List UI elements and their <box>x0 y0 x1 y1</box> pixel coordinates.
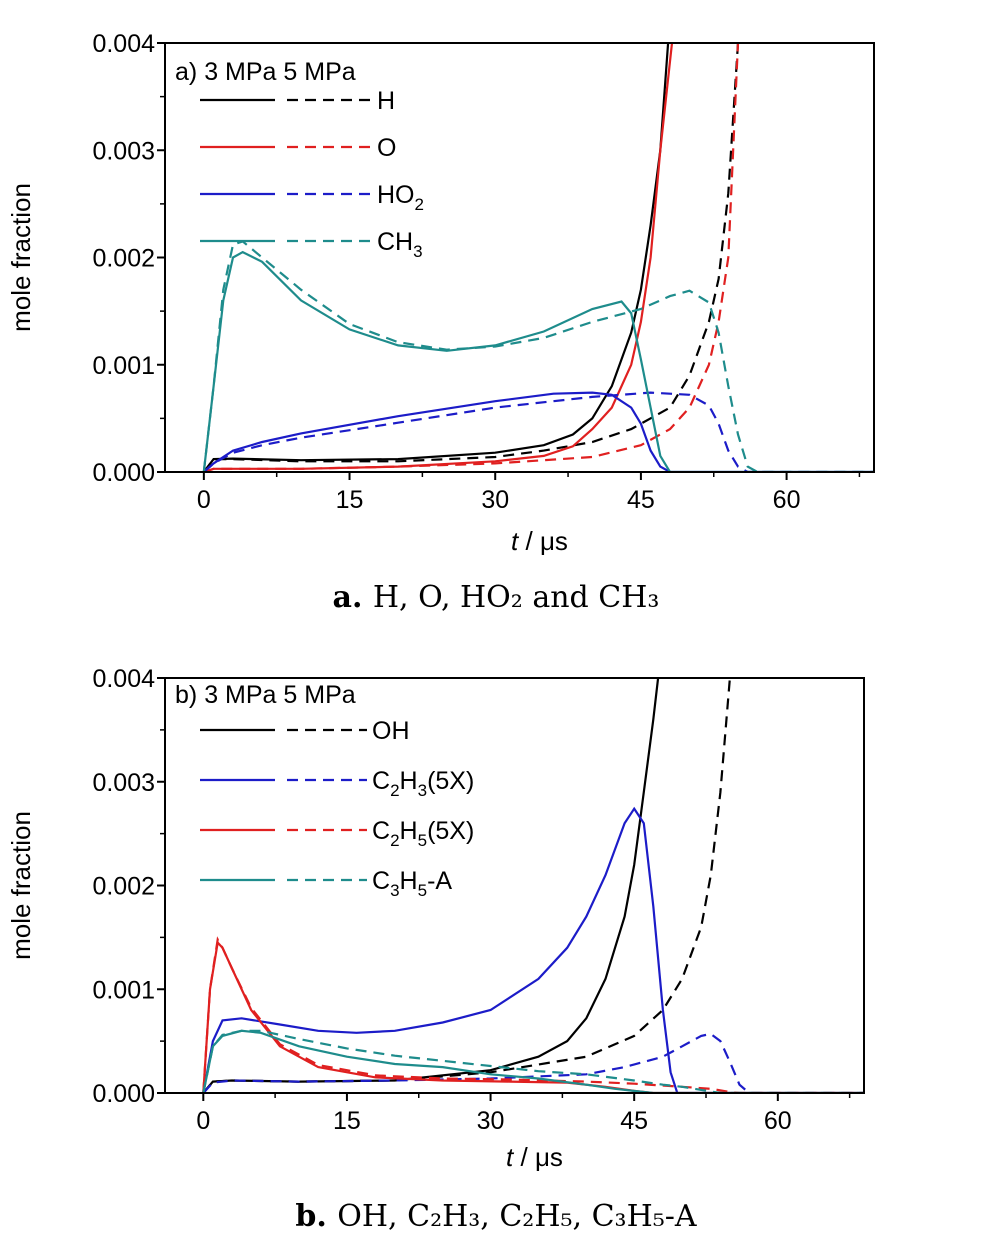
y-axis-label: mole fraction <box>6 183 36 332</box>
legend-header: b) 3 MPa 5 MPa <box>175 681 356 709</box>
series-ch3-solid <box>202 250 874 472</box>
chart-panel-1: 0 15 30 45 60 0.000 0.001 0.002 0.003 0.004 mole f… <box>6 30 875 615</box>
series-h-solid <box>202 43 670 472</box>
x-tick-label: 60 <box>764 1107 792 1135</box>
legend-label: C3H5-A <box>372 867 452 900</box>
legend-label: H <box>377 87 395 115</box>
series-o-dashed <box>203 43 740 472</box>
legend-label: C2H5(5X) <box>372 817 474 850</box>
series-c2h3-5x--solid <box>202 806 864 1093</box>
series-c3h5-a-solid <box>202 1029 864 1093</box>
x-tick-label: 0 <box>197 486 211 514</box>
series-ho2-dashed <box>203 391 874 472</box>
series-c3h5-a-dashed <box>202 1029 864 1093</box>
legend-label: O <box>377 134 396 162</box>
series-c2h3-5x--dashed <box>202 1032 864 1093</box>
x-tick-label: 0 <box>196 1107 210 1135</box>
x-tick-label: 60 <box>773 486 801 514</box>
y-tick-label: 0.001 <box>92 976 155 1004</box>
y-tick-label: 0.003 <box>92 137 155 165</box>
y-tick-label: 0.000 <box>92 459 155 487</box>
series-ch3-dashed <box>202 240 874 472</box>
y-tick-label: 0.001 <box>92 352 155 380</box>
y-tick-label: 0.002 <box>92 245 155 273</box>
plot-frame <box>164 42 875 473</box>
y-axis-label: mole fraction <box>6 811 36 960</box>
series-o-solid <box>203 43 674 472</box>
panel-caption: a. H, O, HO₂ and CH₃ <box>333 580 660 615</box>
x-tick-label: 15 <box>333 1107 361 1135</box>
legend-label: C2H3(5X) <box>372 767 474 800</box>
legend-label: HO2 <box>377 181 424 214</box>
chart-panel-2: 0 15 30 45 60 0.000 0.001 0.002 0.003 0.004 mole f… <box>6 665 865 1234</box>
series-c2h5-5x--solid <box>202 940 864 1093</box>
series-h-dashed <box>202 43 740 472</box>
series-c2h5-5x--dashed <box>202 936 864 1093</box>
x-tick-label: 30 <box>477 1107 505 1135</box>
x-tick-label: 45 <box>620 1107 648 1135</box>
series-ho2-solid <box>203 391 874 472</box>
y-tick-label: 0.002 <box>92 873 155 901</box>
legend-label: OH <box>372 717 410 745</box>
y-tick-label: 0.003 <box>92 769 155 797</box>
x-tick-label: 15 <box>336 486 364 514</box>
panel-caption: b. OH, C₂H₃, C₂H₅, C₃H₅-A <box>295 1199 696 1234</box>
legend-header: a) 3 MPa 5 MPa <box>175 58 356 86</box>
y-tick-label: 0.000 <box>92 1080 155 1108</box>
legend-label: CH3 <box>377 228 423 261</box>
x-tick-label: 45 <box>627 486 655 514</box>
y-tick-label: 0.004 <box>92 30 155 58</box>
x-axis-label: t / μs <box>506 1142 563 1172</box>
y-tick-label: 0.004 <box>92 665 155 693</box>
x-axis-label: t / μs <box>511 526 568 556</box>
x-tick-label: 30 <box>481 486 509 514</box>
